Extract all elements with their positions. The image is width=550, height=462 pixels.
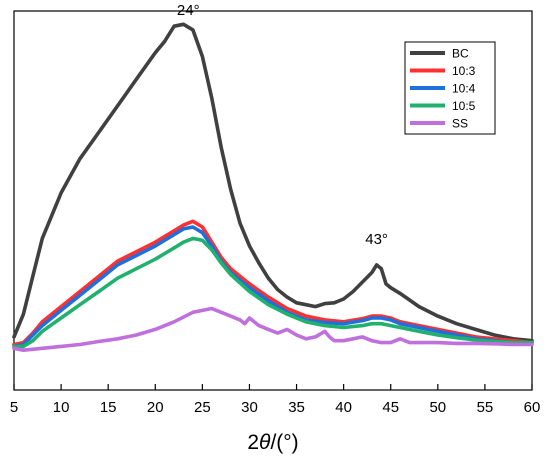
series-line-10-5 <box>12 236 534 349</box>
legend: BC 10:3 10:4 10:5 SS <box>404 41 496 135</box>
x-tick-label: 45 <box>382 399 399 416</box>
peak-label: 43° <box>365 231 388 248</box>
x-axis-label-suffix: /(°) <box>270 431 298 454</box>
series-line-ss <box>12 306 534 352</box>
peak-annotations: 24° 43° <box>177 2 388 248</box>
x-tick-label: 30 <box>241 399 258 416</box>
legend-label: BC <box>452 47 469 61</box>
x-tick-label: 35 <box>288 399 305 416</box>
x-axis-label: 2θ/(°) <box>247 431 298 454</box>
x-tick-label: 20 <box>147 399 164 416</box>
x-tick-label: 15 <box>100 399 117 416</box>
series-line-10-4 <box>12 225 534 349</box>
legend-label: SS <box>452 117 468 131</box>
legend-label: 10:3 <box>452 64 476 78</box>
x-tick-label: 60 <box>524 399 541 416</box>
x-tick-label: 10 <box>53 399 70 416</box>
series-line-bc <box>12 22 534 343</box>
peak-label: 24° <box>177 2 200 19</box>
x-axis-label-prefix: 2 <box>247 431 259 454</box>
x-tick-label: 55 <box>477 399 494 416</box>
x-tick-label: 40 <box>335 399 352 416</box>
x-tick-label: 25 <box>194 399 211 416</box>
x-axis-label-theta: θ <box>259 431 271 454</box>
plot-frame <box>13 10 533 391</box>
x-tick-label: 50 <box>429 399 446 416</box>
legend-label: 10:4 <box>452 82 476 96</box>
x-ticks: 5 10 15 20 25 30 35 40 45 50 55 60 <box>10 384 541 416</box>
legend-label: 10:5 <box>452 99 476 113</box>
x-tick-label: 5 <box>10 399 18 416</box>
series-line-10-3 <box>12 219 534 347</box>
series-lines <box>12 22 534 352</box>
